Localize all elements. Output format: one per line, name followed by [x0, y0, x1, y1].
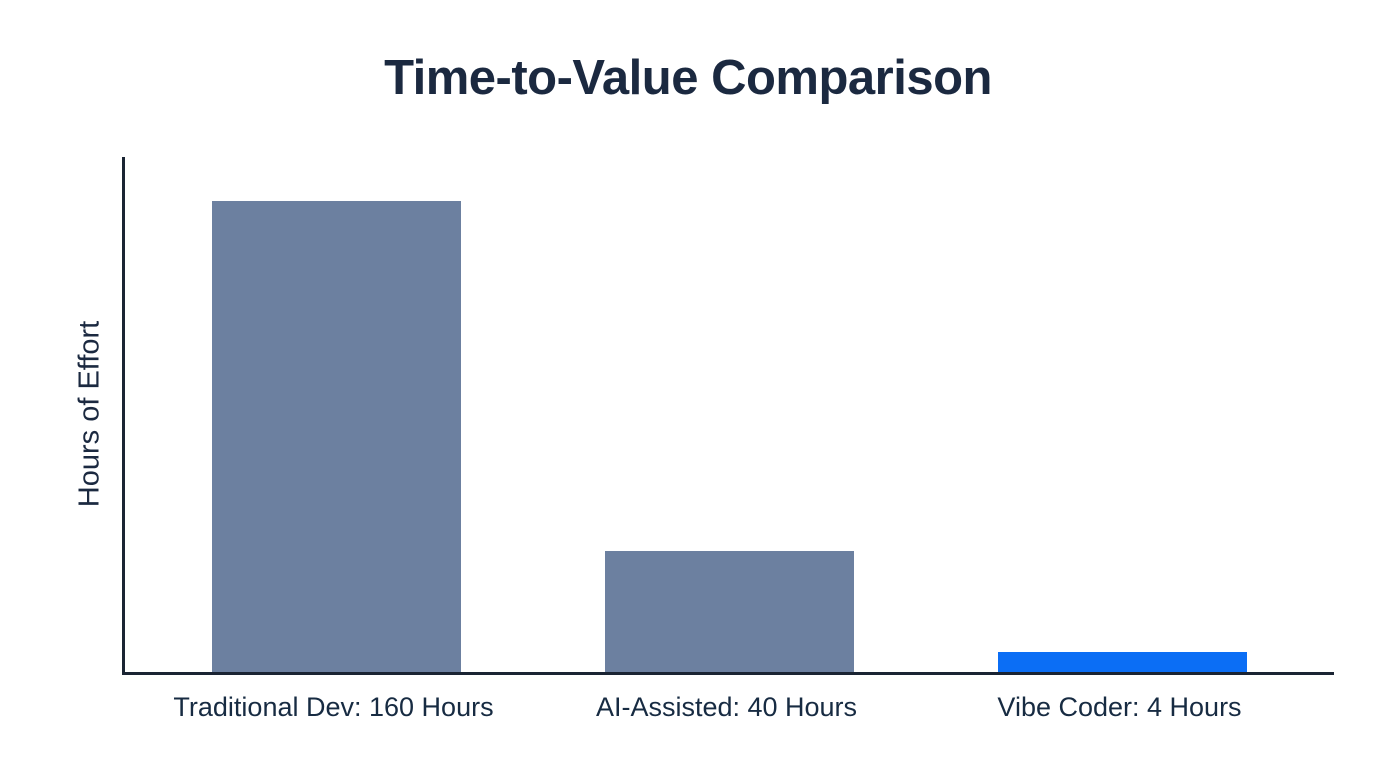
x-label-3: Vibe Coder: 4 Hours [997, 692, 1242, 722]
bar-2 [605, 551, 854, 672]
x-label-1: Traditional Dev: 160 Hours [173, 692, 494, 722]
bar-1 [212, 201, 461, 672]
bar-3 [998, 652, 1247, 672]
y-axis-label: Hours of Effort [73, 320, 106, 508]
bars-row [125, 157, 1334, 672]
x-label-2: AI-Assisted: 40 Hours [595, 692, 858, 722]
x-labels-row: Traditional Dev: 160 Hours AI-Assisted: 4… [122, 692, 1331, 723]
chart-title: Time-to-Value Comparison [384, 51, 992, 105]
plot-area [122, 157, 1334, 675]
